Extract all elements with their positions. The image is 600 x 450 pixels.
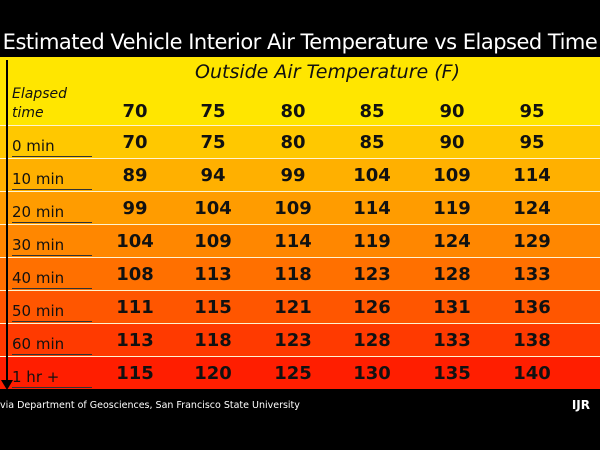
temp-cell: 126: [353, 297, 391, 318]
temp-cell: 94: [200, 165, 226, 186]
header-temp-cell: 85: [359, 101, 385, 122]
time-arrow-line: [6, 60, 8, 382]
row-label: 0 min: [12, 136, 92, 157]
row-label: 30 min: [12, 235, 92, 256]
header-temp-cell: 90: [439, 101, 465, 122]
temp-cell: 118: [194, 330, 232, 351]
table-row: 0 min 70 75 80 85 90 95: [0, 125, 600, 158]
temp-cell: 109: [274, 198, 312, 219]
row-label: 50 min: [12, 301, 92, 322]
temp-cell: 89: [122, 165, 148, 186]
table-row: 20 min 99 104 109 114 119 124: [0, 191, 600, 224]
temp-cell: 124: [433, 231, 471, 252]
temp-cell: 140: [513, 363, 551, 384]
temp-cell: 75: [200, 132, 226, 153]
temp-cell: 115: [116, 363, 154, 384]
row-label: 60 min: [12, 334, 92, 355]
table-row: 10 min 89 94 99 104 109 114: [0, 158, 600, 191]
table-row: 1 hr + 115 120 125 130 135 140: [0, 356, 600, 389]
temp-cell: 128: [433, 264, 471, 285]
temp-cell: 125: [274, 363, 312, 384]
temp-cell: 135: [433, 363, 471, 384]
row-label: 1 hr +: [12, 367, 92, 388]
arrow-down-icon: [1, 380, 13, 390]
source-credit: via Department of Geosciences, San Franc…: [0, 400, 300, 411]
temp-cell: 104: [353, 165, 391, 186]
row-label: 10 min: [12, 169, 92, 190]
outside-temp-heading: Outside Air Temperature (F): [195, 61, 460, 83]
temperature-table: Outside Air Temperature (F) Elapsed time …: [0, 57, 600, 389]
temp-cell: 119: [433, 198, 471, 219]
elapsed-time-heading: Elapsed time: [12, 85, 67, 123]
table-row: 30 min 104 109 114 119 124 129: [0, 224, 600, 257]
temp-cell: 133: [513, 264, 551, 285]
temp-cell: 113: [116, 330, 154, 351]
temp-cell: 109: [433, 165, 471, 186]
temp-cell: 121: [274, 297, 312, 318]
temp-cell: 123: [353, 264, 391, 285]
table-row: 60 min 113 118 123 128 133 138: [0, 323, 600, 356]
row-label: 40 min: [12, 268, 92, 289]
ijr-logo: IJR: [571, 398, 590, 412]
temp-cell: 138: [513, 330, 551, 351]
temp-cell: 80: [280, 132, 306, 153]
temp-cell: 104: [116, 231, 154, 252]
temp-cell: 95: [519, 132, 545, 153]
row-label: 20 min: [12, 202, 92, 223]
temp-cell: 131: [433, 297, 471, 318]
header-row: Outside Air Temperature (F) Elapsed time …: [0, 57, 600, 125]
temp-cell: 108: [116, 264, 154, 285]
table-row: 50 min 111 115 121 126 131 136: [0, 290, 600, 323]
header-temp-cell: 75: [200, 101, 226, 122]
temp-cell: 129: [513, 231, 551, 252]
temp-cell: 123: [274, 330, 312, 351]
temp-cell: 120: [194, 363, 232, 384]
temp-cell: 104: [194, 198, 232, 219]
temp-cell: 133: [433, 330, 471, 351]
temp-cell: 136: [513, 297, 551, 318]
temp-cell: 115: [194, 297, 232, 318]
temp-cell: 124: [513, 198, 551, 219]
header-temp-cell: 70: [122, 101, 148, 122]
temp-cell: 85: [359, 132, 385, 153]
chart-title: Estimated Vehicle Interior Air Temperatu…: [2, 30, 598, 54]
temp-cell: 111: [116, 297, 154, 318]
temp-cell: 109: [194, 231, 232, 252]
temp-cell: 130: [353, 363, 391, 384]
temp-cell: 128: [353, 330, 391, 351]
header-temp-cell: 95: [519, 101, 545, 122]
temp-cell: 99: [122, 198, 148, 219]
header-temp-cell: 80: [280, 101, 306, 122]
temp-cell: 118: [274, 264, 312, 285]
temp-cell: 114: [353, 198, 391, 219]
temp-cell: 70: [122, 132, 148, 153]
temp-cell: 90: [439, 132, 465, 153]
temp-cell: 119: [353, 231, 391, 252]
time-label: time: [12, 105, 44, 121]
temp-cell: 114: [513, 165, 551, 186]
temp-cell: 114: [274, 231, 312, 252]
table-row: 40 min 108 113 118 123 128 133: [0, 257, 600, 290]
temp-cell: 99: [280, 165, 306, 186]
elapsed-label: Elapsed: [12, 86, 67, 102]
temp-cell: 113: [194, 264, 232, 285]
